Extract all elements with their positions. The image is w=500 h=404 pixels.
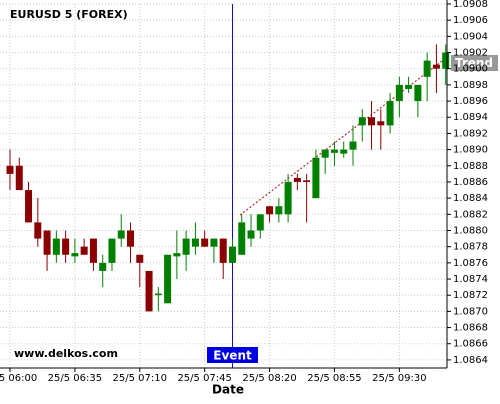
candle-body	[349, 141, 357, 150]
candle-body	[25, 190, 33, 223]
candle-body	[395, 84, 403, 102]
candle-body	[414, 84, 422, 102]
y-tick-label: 1.0872	[453, 290, 488, 301]
candle-body	[228, 246, 236, 263]
y-tick-label: 1.0906	[453, 15, 488, 26]
x-tick-label: 25/5 06:35	[48, 373, 102, 384]
candle-body	[266, 206, 274, 215]
watermark: www.delkos.com	[14, 347, 118, 360]
candle-body	[136, 254, 144, 263]
x-tick-label: 25/5 07:10	[113, 373, 167, 384]
y-tick-label: 1.0890	[453, 145, 488, 156]
y-tick-label: 1.0900	[453, 64, 488, 75]
candle-body	[52, 238, 60, 255]
candle-body	[275, 206, 283, 215]
candles	[6, 44, 450, 312]
grid	[0, 3, 447, 368]
candle-body	[238, 222, 246, 255]
y-tick-label: 1.0902	[453, 48, 488, 59]
candle-body	[321, 149, 329, 158]
y-tick-label: 1.0896	[453, 96, 488, 107]
candle-body	[191, 238, 199, 247]
event-label-box	[207, 347, 258, 363]
x-tick-label: 25/5 07:45	[177, 373, 231, 384]
y-tick-label: 1.0886	[453, 177, 488, 188]
x-tick-label: 25/5 06:00	[0, 373, 37, 384]
event-label: Event	[213, 349, 252, 363]
candle-body	[219, 238, 227, 263]
candle-body	[284, 181, 292, 215]
candle-body	[247, 230, 255, 239]
y-tick-label: 1.0888	[453, 161, 488, 172]
candle-body	[340, 149, 348, 154]
candle-body	[15, 165, 23, 191]
y-tick-label: 1.0898	[453, 80, 488, 91]
x-axis-title: Date	[212, 383, 244, 397]
y-tick-label: 1.0882	[453, 209, 488, 220]
x-tick-label: 25/5 08:55	[307, 373, 361, 384]
y-tick-label: 1.0884	[453, 193, 488, 204]
candle-body	[303, 180, 311, 182]
candle-body	[117, 230, 125, 239]
candle-body	[43, 230, 51, 255]
candle-body	[312, 157, 320, 199]
y-tick-label: 1.0868	[453, 323, 488, 334]
y-tick-label: 1.0866	[453, 339, 488, 350]
candle-body	[127, 230, 135, 247]
trend-label: Trend	[455, 56, 493, 70]
candle-body	[71, 253, 79, 257]
candle-body	[210, 238, 218, 247]
candle-body	[358, 117, 366, 126]
candle-body	[423, 60, 431, 77]
x-tick-label: 25/5 08:20	[242, 373, 296, 384]
y-tick-label: 1.0870	[453, 306, 488, 317]
y-tick-label: 1.0876	[453, 258, 488, 269]
y-tick-label: 1.0904	[453, 31, 488, 42]
y-tick-label: 1.0864	[453, 355, 488, 366]
candle-body	[154, 293, 162, 296]
y-tick-label: 1.0878	[453, 242, 488, 253]
candle-body	[293, 177, 301, 182]
trend-line	[239, 57, 447, 216]
candle-body	[201, 238, 209, 247]
candle-body	[386, 101, 394, 126]
x-tick-label: 25/5 09:30	[372, 373, 426, 384]
candle-body	[164, 254, 172, 304]
candle-body	[80, 246, 88, 255]
y-tick-label: 1.0908	[453, 0, 488, 10]
candle-body	[34, 222, 42, 239]
candle-body	[330, 149, 338, 153]
candle-body	[182, 238, 190, 255]
y-tick-label: 1.0894	[453, 112, 488, 123]
candle-body	[442, 52, 450, 69]
candle-body	[256, 214, 264, 231]
candle-body	[145, 270, 153, 312]
candle-body	[108, 238, 116, 263]
candle-body	[432, 64, 440, 69]
y-tick-label: 1.0880	[453, 225, 488, 236]
candle-body	[405, 84, 413, 89]
y-tick-label: 1.0874	[453, 274, 488, 285]
candle-body	[377, 121, 385, 126]
trend-label-box	[451, 55, 498, 71]
candle-body	[62, 238, 70, 255]
y-tick-label: 1.0892	[453, 128, 488, 139]
candle-body	[368, 117, 376, 126]
candle-body	[173, 253, 181, 257]
candle-body	[6, 165, 14, 174]
chart-title: EURUSD 5 (FOREX)	[10, 8, 128, 21]
candle-body	[99, 262, 107, 271]
candle-body	[89, 238, 97, 263]
